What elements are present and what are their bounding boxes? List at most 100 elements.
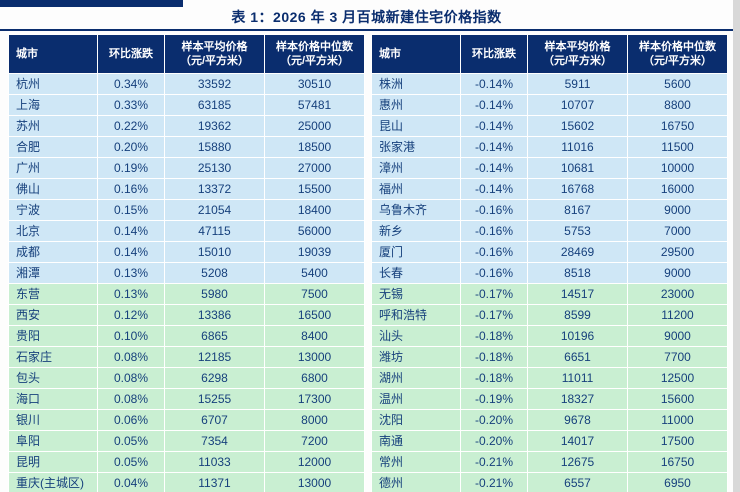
median-price-cell: 11000 (627, 409, 728, 431)
table-row: 银川 0.06% 6707 8000 (8, 409, 365, 431)
header-line: 样本价格中位数 (639, 41, 716, 53)
city-cell: 湘潭 (8, 262, 98, 284)
col-header-median-price: 样本价格中位数 （元/平方米） (627, 34, 728, 74)
median-price-cell: 5400 (264, 262, 365, 284)
change-cell: 0.05% (97, 451, 165, 473)
median-price-cell: 7700 (627, 346, 728, 368)
city-cell: 新乡 (371, 220, 461, 242)
change-cell: -0.19% (460, 388, 528, 410)
change-cell: -0.14% (460, 73, 528, 95)
avg-price-cell: 15255 (164, 388, 265, 410)
table-header-left: 城市 环比涨跌 样本平均价格 （元/平方米） 样本价格中位数 （元/平方米） (8, 34, 365, 74)
avg-price-cell: 11371 (164, 472, 265, 492)
table-row: 东营 0.13% 5980 7500 (8, 283, 365, 305)
city-cell: 昆山 (371, 115, 461, 137)
city-cell: 石家庄 (8, 346, 98, 368)
change-cell: 0.20% (97, 136, 165, 158)
median-price-cell: 17500 (627, 430, 728, 452)
change-cell: -0.17% (460, 304, 528, 326)
median-price-cell: 16750 (627, 451, 728, 473)
avg-price-cell: 47115 (164, 220, 265, 242)
change-cell: 0.08% (97, 388, 165, 410)
header-line: （元/平方米） (542, 55, 613, 67)
col-header-avg-price: 样本平均价格 （元/平方米） (527, 34, 628, 74)
table-row: 海口 0.08% 15255 17300 (8, 388, 365, 410)
avg-price-cell: 12185 (164, 346, 265, 368)
change-cell: -0.16% (460, 220, 528, 242)
avg-price-cell: 5980 (164, 283, 265, 305)
avg-price-cell: 6707 (164, 409, 265, 431)
avg-price-cell: 9678 (527, 409, 628, 431)
table-row: 合肥 0.20% 15880 18500 (8, 136, 365, 158)
city-cell: 张家港 (371, 136, 461, 158)
table-row: 宁波 0.15% 21054 18400 (8, 199, 365, 221)
table-row: 昆山 -0.14% 15602 16750 (371, 115, 728, 137)
change-cell: 0.14% (97, 220, 165, 242)
city-cell: 银川 (8, 409, 98, 431)
change-cell: 0.04% (97, 472, 165, 492)
city-cell: 阜阳 (8, 430, 98, 452)
city-cell: 温州 (371, 388, 461, 410)
avg-price-cell: 18327 (527, 388, 628, 410)
avg-price-cell: 5911 (527, 73, 628, 95)
price-table-left: 城市 环比涨跌 样本平均价格 （元/平方米） 样本价格中位数 （元/平方米） 杭州 0… (8, 34, 365, 492)
city-cell: 福州 (371, 178, 461, 200)
avg-price-cell: 33592 (164, 73, 265, 95)
change-cell: -0.20% (460, 430, 528, 452)
city-cell: 包头 (8, 367, 98, 389)
median-price-cell: 23000 (627, 283, 728, 305)
median-price-cell: 13000 (264, 346, 365, 368)
table-row: 杭州 0.34% 33592 30510 (8, 73, 365, 95)
change-cell: 0.10% (97, 325, 165, 347)
table-row: 潍坊 -0.18% 6651 7700 (371, 346, 728, 368)
city-cell: 漳州 (371, 157, 461, 179)
city-cell: 呼和浩特 (371, 304, 461, 326)
table-row: 厦门 -0.16% 28469 29500 (371, 241, 728, 263)
table-row: 长春 -0.16% 8518 9000 (371, 262, 728, 284)
median-price-cell: 29500 (627, 241, 728, 263)
change-cell: -0.14% (460, 115, 528, 137)
change-cell: 0.19% (97, 157, 165, 179)
header-line: （元/平方米） (642, 55, 713, 67)
table-row: 沈阳 -0.20% 9678 11000 (371, 409, 728, 431)
header-line: 样本价格中位数 (276, 41, 353, 53)
median-price-cell: 11500 (627, 136, 728, 158)
median-price-cell: 25000 (264, 115, 365, 137)
price-table-right: 城市 环比涨跌 样本平均价格 （元/平方米） 样本价格中位数 （元/平方米） 株洲 -… (371, 34, 728, 492)
avg-price-cell: 8518 (527, 262, 628, 284)
city-cell: 成都 (8, 241, 98, 263)
table-row: 无锡 -0.17% 14517 23000 (371, 283, 728, 305)
header-row: 城市 环比涨跌 样本平均价格 （元/平方米） 样本价格中位数 （元/平方米） (8, 34, 365, 74)
city-cell: 东营 (8, 283, 98, 305)
city-cell: 德州 (371, 472, 461, 492)
table-row: 西安 0.12% 13386 16500 (8, 304, 365, 326)
city-cell: 潍坊 (371, 346, 461, 368)
avg-price-cell: 7354 (164, 430, 265, 452)
table-row: 南通 -0.20% 14017 17500 (371, 430, 728, 452)
median-price-cell: 9000 (627, 325, 728, 347)
median-price-cell: 15500 (264, 178, 365, 200)
col-header-avg-price: 样本平均价格 （元/平方米） (164, 34, 265, 74)
city-cell: 西安 (8, 304, 98, 326)
avg-price-cell: 8167 (527, 199, 628, 221)
median-price-cell: 13000 (264, 472, 365, 492)
avg-price-cell: 16768 (527, 178, 628, 200)
avg-price-cell: 6557 (527, 472, 628, 492)
city-cell: 无锡 (371, 283, 461, 305)
city-cell: 杭州 (8, 73, 98, 95)
median-price-cell: 12500 (627, 367, 728, 389)
change-cell: -0.14% (460, 136, 528, 158)
avg-price-cell: 13386 (164, 304, 265, 326)
table-row: 苏州 0.22% 19362 25000 (8, 115, 365, 137)
table-row: 新乡 -0.16% 5753 7000 (371, 220, 728, 242)
table-row: 株洲 -0.14% 5911 5600 (371, 73, 728, 95)
median-price-cell: 9000 (627, 262, 728, 284)
city-cell: 株洲 (371, 73, 461, 95)
table-header-right: 城市 环比涨跌 样本平均价格 （元/平方米） 样本价格中位数 （元/平方米） (371, 34, 728, 74)
table-row: 湖州 -0.18% 11011 12500 (371, 367, 728, 389)
table-row: 包头 0.08% 6298 6800 (8, 367, 365, 389)
city-cell: 汕头 (371, 325, 461, 347)
median-price-cell: 16000 (627, 178, 728, 200)
city-cell: 长春 (371, 262, 461, 284)
